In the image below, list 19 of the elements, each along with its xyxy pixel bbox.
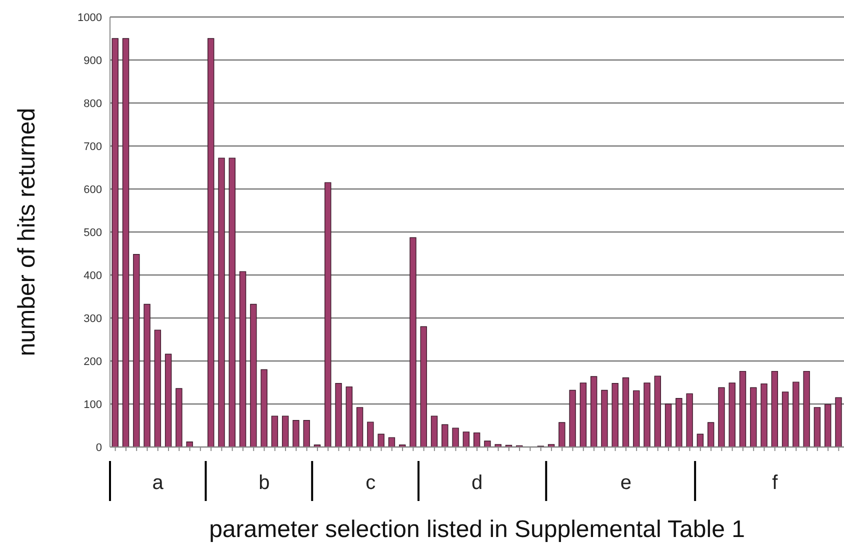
y-tick-label: 900: [84, 54, 102, 67]
y-tick-label: 600: [84, 184, 102, 196]
y-tick-label: 500: [84, 226, 102, 239]
x-tick-label: f: [772, 472, 778, 494]
y-axis-title: number of hits returned: [14, 108, 41, 356]
x-tick-label: a: [152, 472, 164, 494]
y-tick-label: 200: [84, 356, 102, 368]
y-tick-label: 300: [84, 312, 102, 325]
x-tick-label: e: [620, 472, 632, 494]
x-tick-label: c: [366, 472, 376, 494]
x-tick-label: b: [258, 472, 270, 494]
x-tick-label: d: [471, 472, 483, 494]
x-axis-title: parameter selection listed in Supplemental Table 1: [209, 516, 745, 543]
y-tick-label: 700: [84, 140, 102, 153]
y-tick-label: 100: [84, 398, 102, 411]
y-tick-label: 800: [84, 98, 102, 110]
y-tick-label: 400: [84, 270, 102, 282]
y-tick-label: 0: [96, 442, 102, 454]
y-tick-label: 1000: [78, 12, 102, 24]
